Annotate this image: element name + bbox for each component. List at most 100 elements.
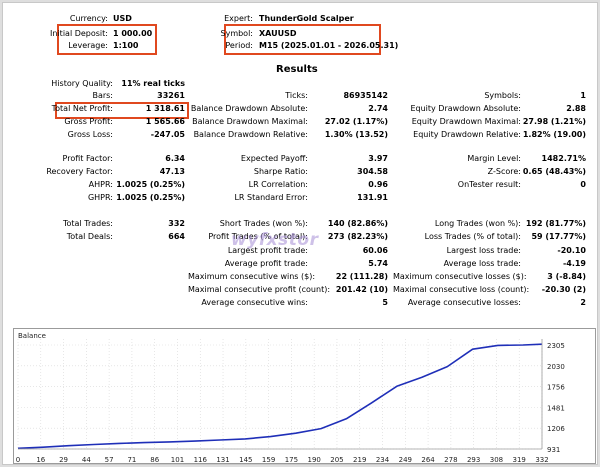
- col2-label-5: Sharpe Ratio:: [253, 167, 308, 176]
- currency-value: USD: [113, 14, 132, 23]
- col1-label-6: Recovery Factor:: [46, 167, 113, 176]
- col2-label-3: Balance Drawdown Relative:: [193, 130, 308, 139]
- symbol-value: XAUUSD: [259, 29, 297, 38]
- col3-value-2: 27.98 (1.21%): [522, 117, 586, 126]
- col1-value-0: 11% real ticks: [121, 79, 185, 88]
- col1-value-9: 332: [168, 219, 185, 228]
- col2-label-13: Maximal consecutive profit (count):: [188, 285, 331, 294]
- col1-value-10: 664: [168, 232, 185, 241]
- col3-label-4: Margin Level:: [467, 154, 521, 163]
- col2-label-6: LR Correlation:: [248, 180, 308, 189]
- col1-label-7: AHPR:: [88, 180, 113, 189]
- deposit-label: Initial Deposit:: [50, 29, 108, 38]
- col3-label-5: Z-Score:: [487, 167, 521, 176]
- col2-value-7: 131.91: [357, 193, 388, 202]
- x-tick-label: 319: [513, 456, 526, 464]
- col1-value-6: 47.13: [159, 167, 185, 176]
- x-tick-label: 131: [216, 456, 229, 464]
- col2-label-9: Profit Trades (% of total):: [208, 232, 308, 241]
- x-tick-label: 101: [171, 456, 184, 464]
- col3-label-1: Equity Drawdown Absolute:: [410, 104, 521, 113]
- balance-chart-svg: 0 16 29 44 57 71 86 101 116 131 145 159 175 190 205 219…: [16, 332, 566, 464]
- col2-value-11: 5.74: [368, 259, 388, 268]
- y-tick-label: 1756: [547, 384, 565, 392]
- col2-value-9: 273 (82.23%): [327, 232, 388, 241]
- col1-value-7: 1.0025 (0.25%): [116, 180, 185, 189]
- balance-series-line: [17, 343, 543, 450]
- x-tick-label: 293: [467, 456, 480, 464]
- col3-value-3: 1.82% (19.00): [522, 130, 586, 139]
- col2-label-8: Short Trades (won %):: [219, 219, 308, 228]
- col2-value-6: 0.96: [368, 180, 388, 189]
- col2-value-5: 304.58: [357, 167, 388, 176]
- col3-label-6: OnTester result:: [457, 180, 521, 189]
- col2-label-10: Largest profit trade:: [227, 246, 308, 255]
- col2-label-4: Expected Payoff:: [240, 154, 308, 163]
- x-tick-label: 175: [285, 456, 298, 464]
- x-tick-label: 190: [307, 456, 320, 464]
- col2-label-2: Balance Drawdown Maximal:: [192, 117, 308, 126]
- col2-value-14: 5: [382, 298, 388, 307]
- col1-value-5: 6.34: [165, 154, 185, 163]
- col3-value-13: 2: [580, 298, 586, 307]
- col2-label-0: Ticks:: [285, 91, 308, 100]
- x-tick-label: 205: [330, 456, 343, 464]
- col2-value-13: 201.42 (10): [335, 285, 388, 294]
- col2-value-3: 1.30% (13.52): [324, 130, 388, 139]
- y-tick-label: 2030: [547, 363, 565, 371]
- col1-label-10: Total Deals:: [66, 232, 113, 241]
- col1-label-4: Gross Loss:: [67, 130, 113, 139]
- col1-label-1: Bars:: [92, 91, 113, 100]
- leverage-value: 1:100: [113, 41, 139, 50]
- x-tick-label: 249: [399, 456, 412, 464]
- col1-value-8: 1.0025 (0.25%): [116, 193, 185, 202]
- x-tick-label: 264: [421, 456, 435, 464]
- symbol-label: Symbol:: [220, 29, 254, 38]
- x-tick-label: 16: [36, 456, 45, 464]
- deposit-leverage-highlight: [57, 24, 157, 55]
- col3-label-7: Long Trades (won %):: [434, 219, 521, 228]
- y-tick-label: 1206: [547, 425, 565, 433]
- y-tick-label: 1481: [547, 404, 565, 412]
- col1-label-8: GHPR:: [87, 193, 113, 202]
- x-tick-label: 86: [150, 456, 159, 464]
- x-tick-label: 116: [194, 456, 208, 464]
- col2-label-11: Average profit trade:: [224, 259, 308, 268]
- symbol-period-highlight: [224, 24, 381, 55]
- results-title: Results: [276, 64, 318, 75]
- x-tick-label: 159: [262, 456, 275, 464]
- watermark: wyfxstor: [231, 230, 319, 250]
- col1-value-3: 1 565.66: [145, 117, 185, 126]
- col3-value-10: -4.19: [562, 259, 586, 268]
- col1-label-3: Gross Profit:: [64, 117, 113, 126]
- col3-value-6: 0: [580, 180, 586, 189]
- col2-value-8: 140 (82.86%): [327, 219, 388, 228]
- x-tick-label: 219: [353, 456, 366, 464]
- period-value: M15 (2025.01.01 - 2026.05.31): [259, 41, 399, 50]
- expert-value: ThunderGold Scalper: [259, 14, 354, 23]
- col3-value-4: 1482.71%: [541, 154, 586, 163]
- net-profit-highlight: [55, 102, 189, 119]
- col3-value-5: 0.65 (48.43%): [522, 167, 586, 176]
- x-tick-label: 308: [490, 456, 503, 464]
- x-tick-label: 145: [239, 456, 252, 464]
- x-tick-label: 234: [376, 456, 390, 464]
- currency-label: Currency:: [69, 14, 108, 23]
- col3-label-3: Equity Drawdown Relative:: [413, 130, 521, 139]
- col1-label-0: History Quality:: [51, 79, 113, 88]
- y-tick-label: 931: [547, 446, 560, 454]
- col1-value-2: 1 318.61: [145, 104, 185, 113]
- col3-label-0: Symbols:: [484, 91, 521, 100]
- col1-label-2: Total Net Profit:: [51, 104, 113, 113]
- x-tick-label: 44: [82, 456, 91, 464]
- col3-value-7: 192 (81.77%): [525, 219, 586, 228]
- col2-value-4: 3.97: [368, 154, 388, 163]
- col3-label-2: Equity Drawdown Maximal:: [411, 117, 521, 126]
- period-label: Period:: [225, 41, 253, 50]
- x-tick-label: 71: [127, 456, 136, 464]
- y-tick-label: 2305: [547, 342, 565, 350]
- col2-value-1: 2.74: [368, 104, 388, 113]
- x-tick-label: 278: [444, 456, 457, 464]
- chart-title: Balance: [18, 332, 46, 340]
- col3-value-11: 3 (-8.84): [547, 272, 586, 281]
